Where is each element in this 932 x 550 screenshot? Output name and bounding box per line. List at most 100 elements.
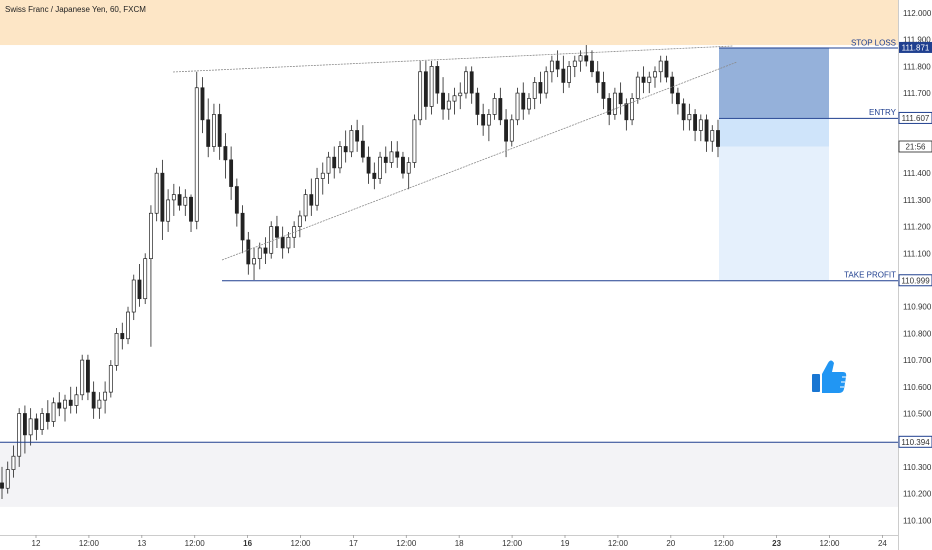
candle	[17, 408, 22, 467]
candle	[160, 159, 165, 240]
time-axis-ticks: 12 12:00 13 12:00 16 12:00 17 12:00 18 12:00 19 12:…	[32, 535, 887, 548]
candle	[693, 109, 698, 142]
take-profit-price-tag: 110.999	[898, 274, 932, 287]
candle	[200, 77, 205, 134]
upper-trend-line[interactable]	[172, 45, 734, 73]
candle	[687, 103, 692, 131]
candle	[544, 66, 549, 99]
candle	[212, 103, 216, 152]
price-tick-label: 110.700	[903, 356, 932, 365]
candle	[189, 194, 193, 232]
candle	[601, 71, 606, 110]
candle	[475, 87, 480, 126]
candle	[698, 114, 703, 142]
candle	[572, 55, 577, 78]
stop-loss-label: STOP LOSS	[851, 38, 896, 47]
candle	[206, 98, 211, 158]
candle	[252, 247, 256, 280]
candle	[590, 50, 594, 78]
candle	[716, 119, 720, 158]
candle	[469, 66, 474, 104]
candle	[343, 130, 348, 163]
lower-trend-line[interactable]	[221, 61, 738, 261]
candle	[618, 82, 623, 115]
candle	[481, 103, 486, 136]
candle	[647, 71, 652, 94]
candle	[51, 397, 56, 427]
time-tick-label: 12:00	[290, 539, 311, 548]
countdown-tag: 21:56	[898, 140, 932, 153]
candle	[154, 167, 159, 222]
candle	[555, 50, 560, 78]
candle	[338, 141, 342, 174]
risk-box[interactable]	[719, 47, 829, 118]
candle	[395, 141, 400, 168]
reward-box-open	[719, 117, 829, 147]
candle	[91, 381, 96, 419]
candle	[389, 141, 394, 168]
time-tick-label: 12:00	[396, 539, 417, 548]
candle	[360, 125, 365, 163]
candle	[406, 157, 411, 190]
time-tick-label: 24	[878, 539, 887, 548]
candle	[246, 231, 251, 275]
candle	[57, 392, 62, 417]
candle	[137, 263, 142, 307]
candle	[240, 205, 245, 254]
candle	[80, 354, 85, 401]
support-zone	[0, 441, 898, 507]
price-tick-label: 111.400	[903, 169, 931, 178]
time-tick-label: 20	[666, 539, 675, 548]
price-tick-label: 111.200	[903, 223, 931, 232]
take-profit-label: TAKE PROFIT	[844, 270, 896, 279]
candle	[372, 162, 377, 190]
candle	[22, 405, 27, 454]
candle	[0, 466, 4, 499]
candle	[280, 226, 285, 259]
svg-text:111.607: 111.607	[902, 114, 930, 123]
candle	[441, 77, 445, 120]
time-tick-label: 12:00	[608, 539, 629, 548]
candle	[624, 98, 629, 131]
candle	[584, 45, 589, 67]
candle	[297, 210, 302, 238]
candle	[538, 71, 543, 104]
candle	[143, 253, 148, 305]
price-tick-label: 110.500	[903, 410, 932, 419]
candle	[114, 328, 119, 371]
candle	[681, 98, 686, 131]
candle	[635, 71, 640, 104]
price-tick-label: 111.300	[903, 196, 931, 205]
time-tick-label: 16	[243, 539, 252, 548]
candle	[45, 400, 50, 430]
price-tick-label: 111.900	[903, 36, 931, 45]
candle	[177, 186, 182, 211]
candle	[561, 55, 566, 94]
price-tick-label: 110.300	[903, 463, 932, 472]
price-tick-label: 110.800	[903, 329, 932, 338]
time-tick-label: 12:00	[185, 539, 206, 548]
candle	[11, 445, 16, 478]
candle	[34, 413, 39, 441]
reward-box[interactable]	[719, 146, 829, 281]
candle	[504, 109, 508, 158]
candle	[401, 151, 405, 179]
candle	[378, 151, 382, 184]
candle	[286, 231, 291, 254]
price-tick-label: 111.100	[903, 249, 931, 258]
candle	[509, 114, 514, 147]
price-tick-label: 110.900	[903, 303, 932, 312]
candle	[194, 71, 199, 230]
candle	[641, 66, 646, 94]
time-tick-label: 12:00	[819, 539, 840, 548]
candle	[527, 93, 531, 115]
candle	[40, 408, 45, 435]
candle	[492, 93, 497, 120]
candle	[269, 221, 274, 259]
candle	[464, 66, 468, 99]
candle	[549, 55, 554, 83]
candle	[229, 146, 234, 200]
candle	[275, 215, 279, 248]
time-axis[interactable]	[0, 535, 898, 550]
